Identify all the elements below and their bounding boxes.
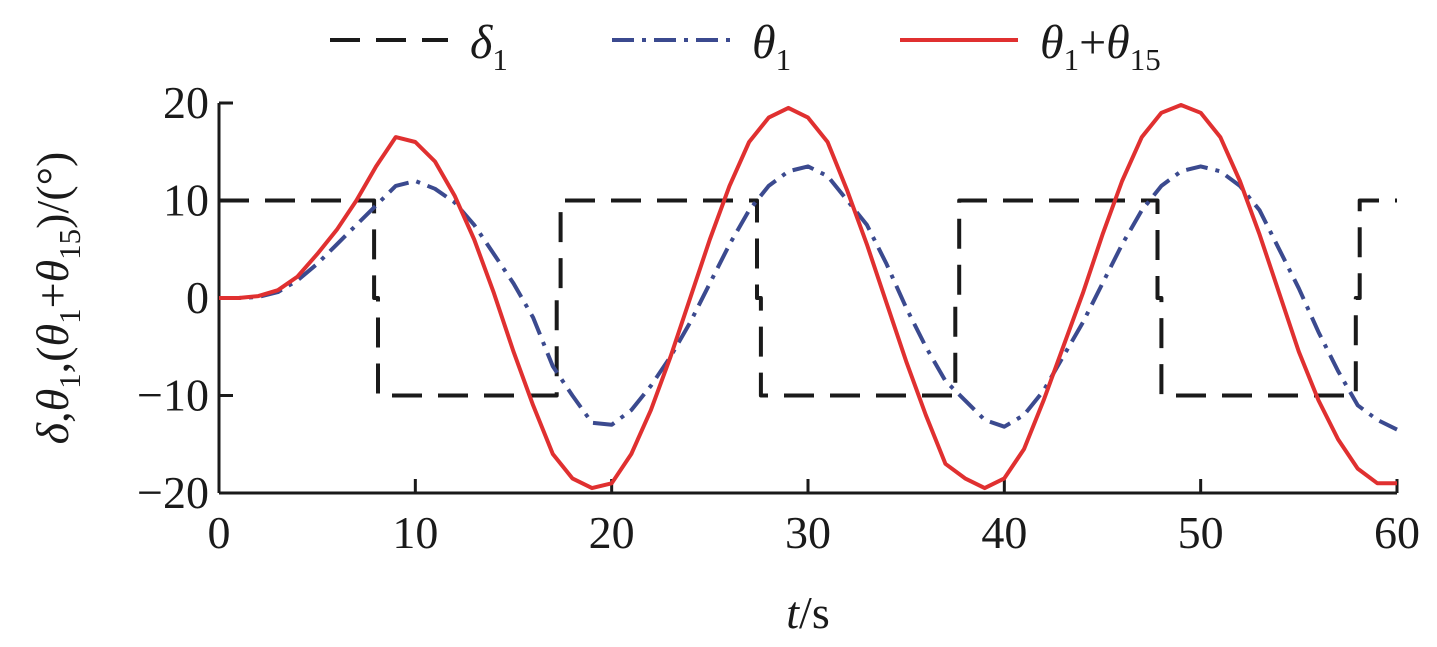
x-tick-label: 40 [981, 507, 1027, 558]
series-line-1 [219, 198, 1397, 398]
x-tick-label: 30 [785, 507, 831, 558]
x-tick-label: 60 [1374, 507, 1420, 558]
x-axis-title: t/s [786, 587, 829, 638]
y-axis-title: δ,θ1,(θ1+θ15)/(°) [27, 152, 87, 445]
x-tick-label: 20 [589, 507, 635, 558]
y-tick-label: 20 [163, 77, 209, 128]
legend-label-1: δ1 [470, 16, 508, 77]
legend: δ1 θ1 θ1+θ15 [330, 16, 1161, 77]
y-axis: 20 10 0 −10 −20 [137, 77, 233, 518]
y-tick-label: 10 [163, 175, 209, 226]
series-layer [219, 103, 1398, 491]
x-tick-label: 0 [208, 507, 231, 558]
series-line-3 [219, 103, 1397, 491]
legend-label-3: θ1+θ15 [1040, 16, 1161, 77]
legend-label-2: θ1 [752, 16, 791, 77]
x-tick-label: 10 [392, 507, 438, 558]
y-tick-label: 0 [186, 272, 209, 323]
x-axis-title-unit: /s [799, 587, 830, 638]
series-line-2 [219, 164, 1398, 432]
x-axis: 0 10 20 30 40 50 60 [208, 479, 1420, 558]
y-tick-label: −20 [137, 467, 209, 518]
y-tick-label: −10 [137, 370, 209, 421]
x-tick-label: 50 [1178, 507, 1224, 558]
x-axis-title-var: t [786, 587, 800, 638]
